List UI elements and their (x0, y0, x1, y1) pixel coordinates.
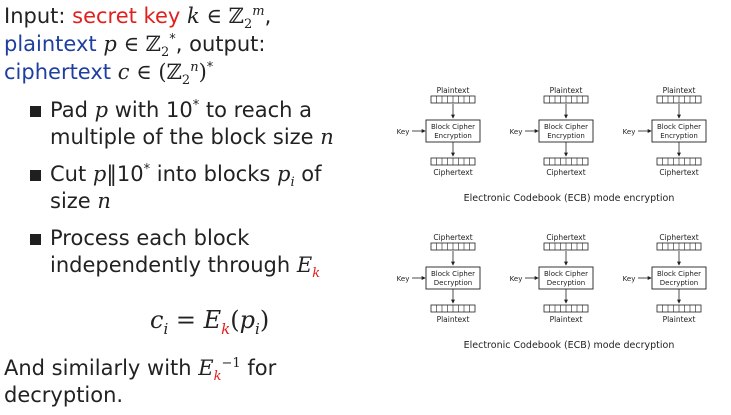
input-label: Plaintext (663, 86, 696, 95)
bullet-marker-3 (30, 234, 41, 245)
key-label: Key (397, 275, 410, 283)
key-label: Key (397, 128, 410, 136)
block-cipher-line-2: Encryption (660, 132, 698, 140)
intro-line-1: Input: secret key k ∈ ℤ2m, (4, 4, 272, 33)
ecb-formula: ci = Ek(pi) (150, 306, 270, 338)
key-label: Key (623, 275, 636, 283)
bullet-marker-1 (30, 106, 41, 117)
bullet-marker-2 (30, 170, 41, 181)
bullet-1-line-2: multiple of the block size n (50, 125, 334, 149)
decryption-caption: Electronic Codebook (ECB) mode decryptio… (464, 340, 675, 351)
output-label: Ciphertext (659, 168, 698, 177)
block-cipher-line-1: Block Cipher (431, 123, 475, 131)
output-label: Plaintext (663, 315, 696, 324)
block-cipher-line-2: Decryption (434, 279, 472, 287)
ciphertext-label: ciphertext (4, 60, 118, 84)
intro-line-3: ciphertext c ∈ (ℤ2n)* (4, 60, 214, 89)
block-cipher-line-2: Decryption (547, 279, 585, 287)
intro-line-2: plaintext p ∈ ℤ2*, output: (4, 32, 266, 61)
bullet-2-line-2: size n (50, 189, 111, 213)
encryption-caption: Electronic Codebook (ECB) mode encryptio… (464, 193, 675, 204)
bullet-3-line-1: Process each block (50, 226, 250, 250)
output-label: Plaintext (550, 315, 583, 324)
block-cipher-line-1: Block Cipher (544, 123, 588, 131)
block-cipher-line-2: Decryption (660, 279, 698, 287)
key-label: Key (623, 128, 636, 136)
input-label: Plaintext (550, 86, 583, 95)
input-label: Ciphertext (433, 233, 472, 242)
closing-line-2: decryption. (4, 383, 124, 407)
closing-line-1: And similarly with Ek−1 for (4, 356, 277, 385)
key-label: Key (510, 275, 523, 283)
output-label: Ciphertext (433, 168, 472, 177)
block-cipher-line-1: Block Cipher (431, 270, 475, 278)
block-cipher-line-1: Block Cipher (657, 270, 701, 278)
bullet-1-line-1: Pad p with 10* to reach a (50, 98, 312, 122)
input-label: Plaintext (437, 86, 470, 95)
block-cipher-line-2: Encryption (547, 132, 585, 140)
key-label: Key (510, 128, 523, 136)
output-label: Ciphertext (546, 168, 585, 177)
block-cipher-line-1: Block Cipher (657, 123, 701, 131)
output-label: Plaintext (437, 315, 470, 324)
bullet-2-line-1: Cut p‖10* into blocks pi of (50, 162, 322, 191)
block-cipher-line-2: Encryption (434, 132, 472, 140)
input-label: Ciphertext (659, 233, 698, 242)
plaintext-label: plaintext (4, 32, 104, 56)
bullet-3-line-2: independently through Ek (50, 253, 321, 282)
block-cipher-line-1: Block Cipher (544, 270, 588, 278)
input-label: Ciphertext (546, 233, 585, 242)
secret-key-label: secret key (72, 4, 187, 28)
